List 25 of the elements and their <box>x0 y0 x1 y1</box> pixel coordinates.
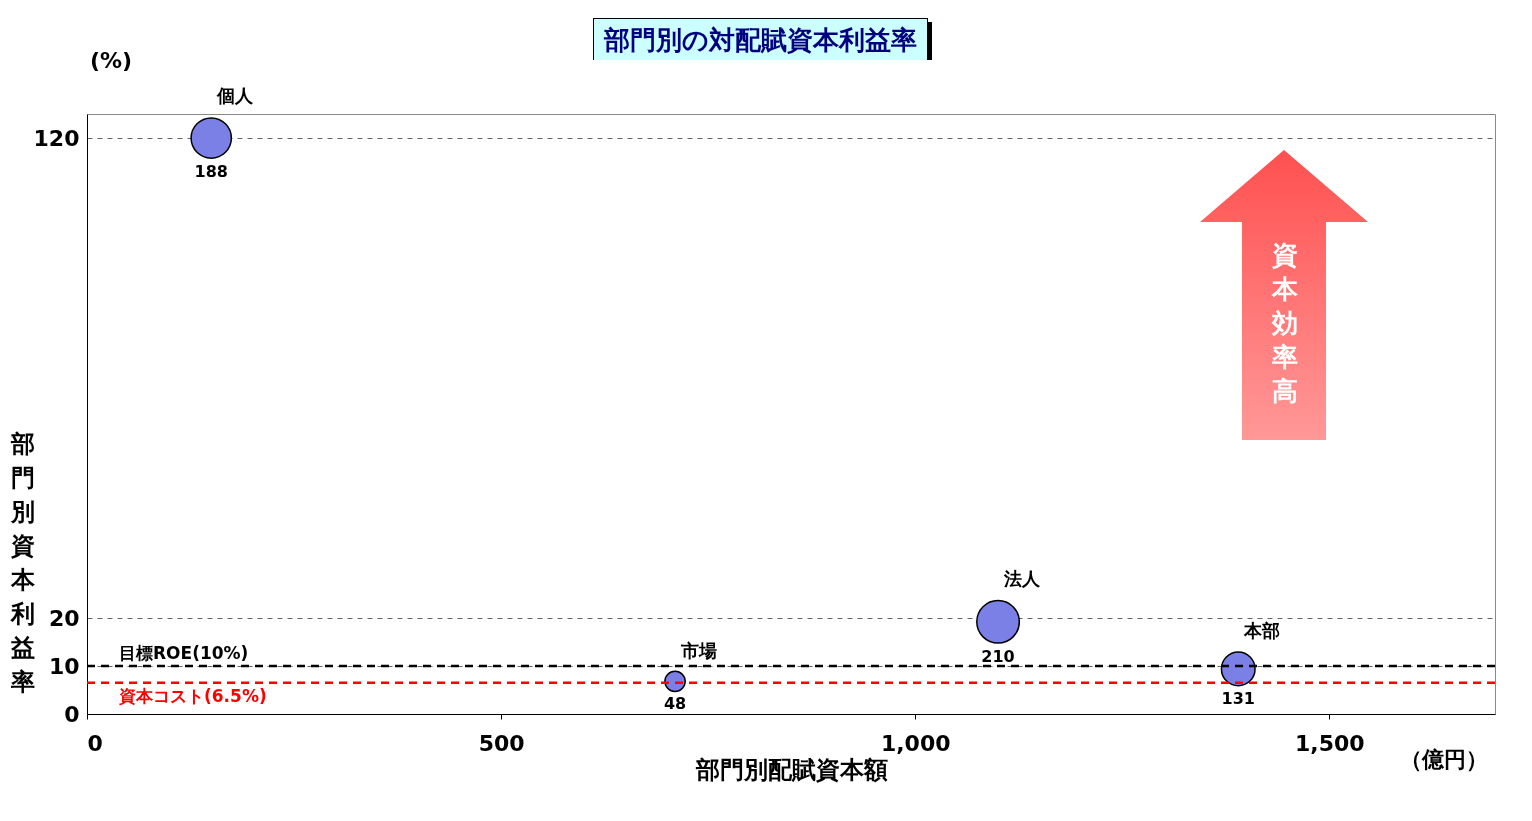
text: （億円） <box>1400 746 1488 774</box>
x-tick-label: 1,500 <box>1295 730 1365 756</box>
y-tick-label: 0 <box>64 701 80 727</box>
text: (%) <box>90 48 133 73</box>
y-tick-label: 10 <box>48 653 80 679</box>
data-label: 210 <box>981 646 1015 666</box>
ref-line-label: 資本コスト(6.5%) <box>118 685 267 706</box>
series-label: 法人 <box>1003 567 1042 589</box>
data-label: 188 <box>194 161 228 181</box>
y-tick-label: 20 <box>48 605 80 631</box>
series-label: 本部 <box>1243 619 1281 641</box>
x-tick-label: 1,000 <box>880 730 951 756</box>
ref-line-label: 目標ROE(10%) <box>119 643 249 663</box>
up-arrow-icon: 資本効率高 <box>1200 150 1368 440</box>
y-axis-title: 部門別資本利益率 <box>9 429 36 696</box>
x-tick-label: 500 <box>478 730 525 756</box>
series-label: 個人 <box>216 85 255 107</box>
series-label: 市場 <box>680 639 718 661</box>
x-axis-title: 部門別配賦資本額 <box>694 755 888 784</box>
data-label: 131 <box>1221 688 1255 708</box>
annotation: 資本効率高 <box>1270 239 1299 408</box>
chart-title: 部門別の対配賦資本利益率 <box>593 18 928 63</box>
data-label: 48 <box>663 693 687 713</box>
y-tick-label: 120 <box>33 125 80 151</box>
x-tick-label: 0 <box>87 730 103 756</box>
